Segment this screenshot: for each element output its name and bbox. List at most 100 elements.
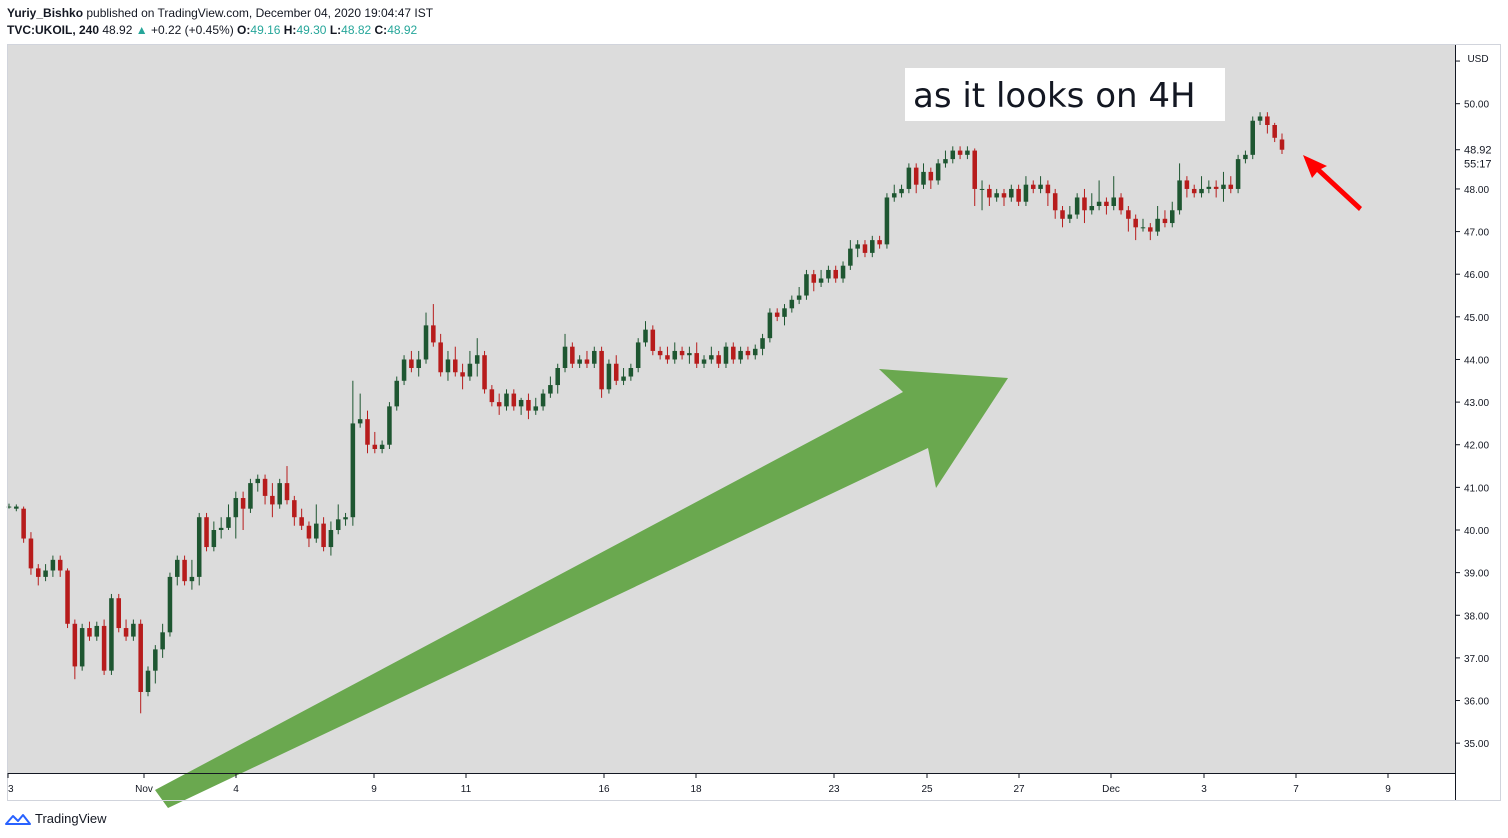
candle-body <box>248 483 253 509</box>
candle-body <box>1045 184 1051 194</box>
candle-body <box>511 393 517 407</box>
up-triangle-icon: ▲ <box>135 23 148 37</box>
candle-body <box>1184 180 1190 189</box>
candle-body <box>840 265 846 279</box>
candle-body <box>343 517 348 520</box>
candle-body <box>826 269 831 279</box>
candle-body <box>109 598 114 671</box>
candle-body <box>218 527 224 530</box>
candle-body <box>1009 188 1014 198</box>
candle-body <box>1199 188 1204 194</box>
candle-body <box>1213 186 1219 189</box>
currency-label: USD <box>1467 54 1488 65</box>
candle-body <box>233 498 239 518</box>
candle-body <box>731 346 736 360</box>
candle-body <box>153 649 158 671</box>
candle-body <box>28 538 34 569</box>
candle-body <box>811 274 817 283</box>
candle-body <box>738 350 743 360</box>
close-label: C: <box>374 23 388 37</box>
candle-body <box>862 244 868 253</box>
candle-body <box>1038 184 1043 189</box>
candle-body <box>994 193 999 198</box>
price-label: 48.92 <box>1464 145 1492 157</box>
candle-body <box>767 312 773 339</box>
candle-body <box>694 353 699 364</box>
candle-body <box>160 632 165 650</box>
candle-body <box>1155 218 1160 232</box>
y-tick-label: 38.00 <box>1464 611 1489 622</box>
x-tick-label: Nov <box>135 784 153 795</box>
candle-body <box>774 312 780 317</box>
candle-body <box>1272 125 1277 138</box>
y-tick-label: 50.00 <box>1464 100 1489 111</box>
y-tick-label: 36.00 <box>1464 697 1489 708</box>
y-tick-label: 45.00 <box>1464 313 1489 324</box>
candle-body <box>760 338 765 349</box>
candle-body <box>101 625 107 671</box>
candle-body <box>709 355 714 360</box>
candle-body <box>789 299 795 309</box>
red-arrow <box>1303 155 1362 211</box>
candle-body <box>599 350 604 390</box>
candle-body <box>1250 120 1256 155</box>
candle-body <box>431 325 436 343</box>
author-name[interactable]: Yuriy_Bishko <box>7 6 84 20</box>
candle-body <box>584 359 590 364</box>
x-tick-label: 9 <box>1385 784 1391 795</box>
candle-body <box>1228 184 1234 189</box>
candle-body <box>196 517 202 577</box>
candle-body <box>504 393 509 407</box>
candle-body <box>548 385 553 394</box>
candle-body <box>928 171 934 181</box>
candle-body <box>987 188 992 198</box>
candle-body <box>1001 193 1007 198</box>
countdown-label: 55:17 <box>1464 159 1492 171</box>
high-label: H: <box>283 23 297 37</box>
x-tick-label: 27 <box>1013 784 1025 795</box>
candle-body <box>453 359 458 373</box>
candle-body <box>131 623 136 637</box>
candle-body <box>1221 184 1226 189</box>
symbol-line: TVC:UKOIL, 240 48.92 ▲ +0.22 (+0.45%) O:… <box>7 23 417 37</box>
candle-body <box>1177 180 1182 211</box>
candle-body <box>1016 188 1021 202</box>
candle-body <box>526 399 531 411</box>
high-value: 49.30 <box>296 23 327 37</box>
candle-body <box>1030 184 1036 189</box>
candle-body <box>284 483 290 501</box>
candle-body <box>687 353 692 356</box>
candle-body <box>379 444 385 449</box>
x-tick-label: 4 <box>233 784 239 795</box>
candle-body <box>350 423 356 518</box>
candle-body <box>438 342 443 373</box>
candle-body <box>116 598 122 629</box>
candle-body <box>716 355 721 364</box>
candle-body <box>1162 218 1168 224</box>
y-tick-label: 41.00 <box>1464 483 1489 494</box>
y-tick-label: 42.00 <box>1464 441 1489 452</box>
x-tick-label: 16 <box>598 784 610 795</box>
candle-body <box>123 628 129 637</box>
candle-body <box>643 329 648 343</box>
x-tick-label: 18 <box>690 784 702 795</box>
candle-body <box>262 478 268 496</box>
open-label: O: <box>237 23 251 37</box>
candle-body <box>189 576 195 582</box>
price-change: +0.22 (+0.45%) <box>150 23 234 37</box>
candle-body <box>79 628 85 667</box>
published-text: published on TradingView.com, December 0… <box>86 6 434 20</box>
candle-body <box>299 517 304 526</box>
candle-body <box>489 389 495 403</box>
publisher-line: Yuriy_Bishko published on TradingView.co… <box>7 6 433 20</box>
candle-body <box>6 506 12 508</box>
candle-body <box>328 530 334 548</box>
candle-body <box>1023 184 1029 202</box>
plot-background[interactable] <box>7 44 1455 773</box>
candle-body <box>957 150 963 155</box>
candle-body <box>255 478 261 484</box>
tradingview-logo[interactable]: TradingView <box>5 811 107 826</box>
candle-body <box>211 530 217 548</box>
candle-body <box>43 570 48 577</box>
